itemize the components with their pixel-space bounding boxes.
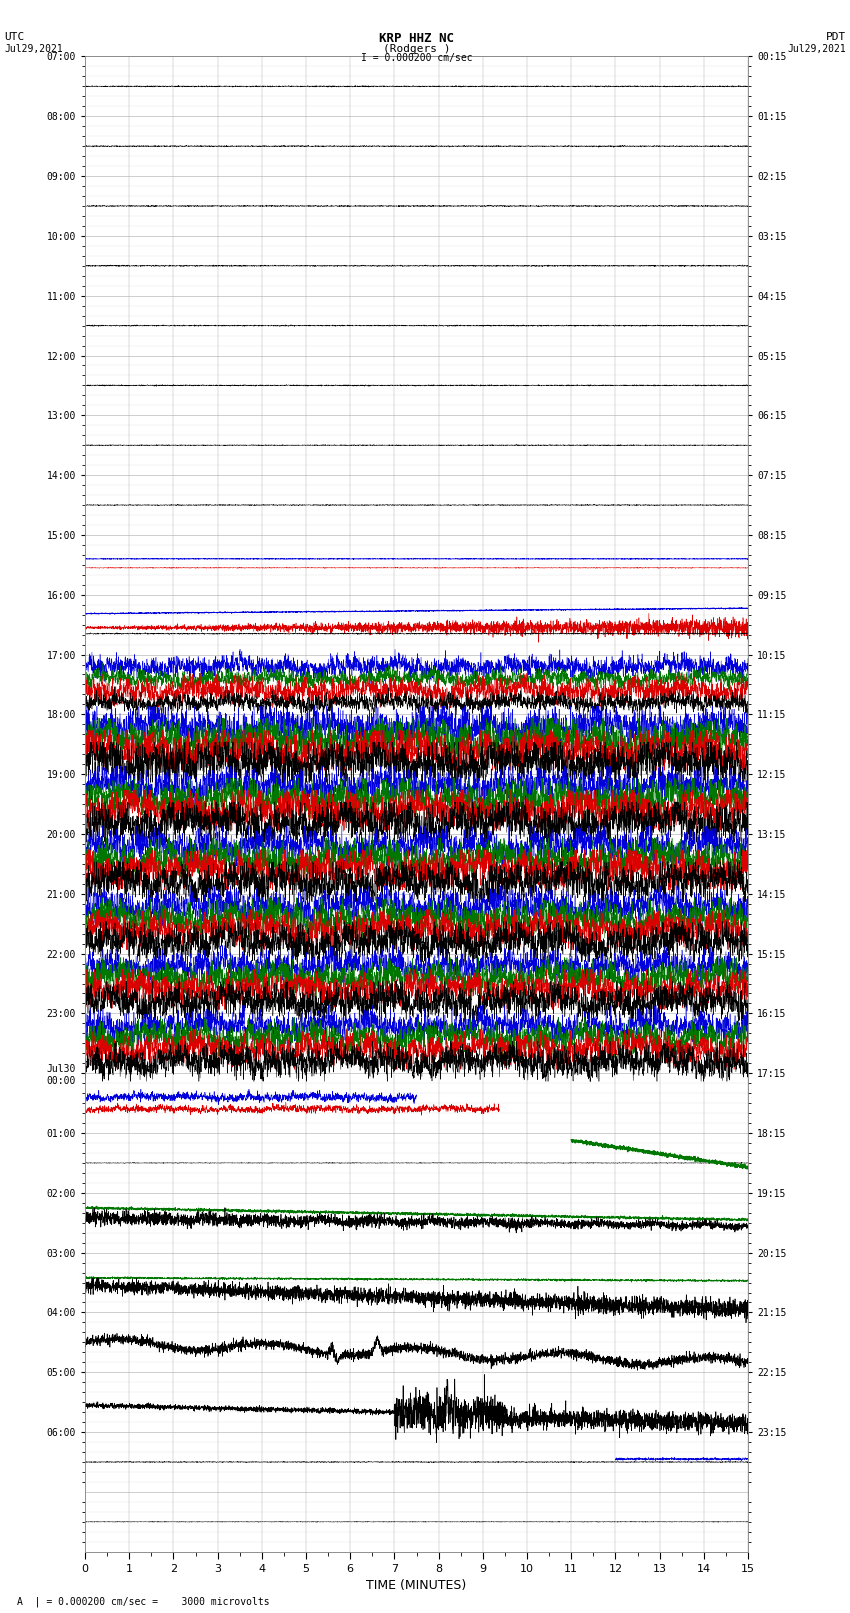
X-axis label: TIME (MINUTES): TIME (MINUTES) [366,1579,467,1592]
Text: PDT: PDT [825,32,846,42]
Text: Jul29,2021: Jul29,2021 [787,44,846,53]
Text: (Rodgers ): (Rodgers ) [382,44,450,53]
Text: KRP HHZ NC: KRP HHZ NC [379,32,454,45]
Text: Jul29,2021: Jul29,2021 [4,44,63,53]
Text: UTC: UTC [4,32,25,42]
Text: I = 0.000200 cm/sec: I = 0.000200 cm/sec [360,53,473,63]
Text: A  | = 0.000200 cm/sec =    3000 microvolts: A | = 0.000200 cm/sec = 3000 microvolts [17,1595,269,1607]
